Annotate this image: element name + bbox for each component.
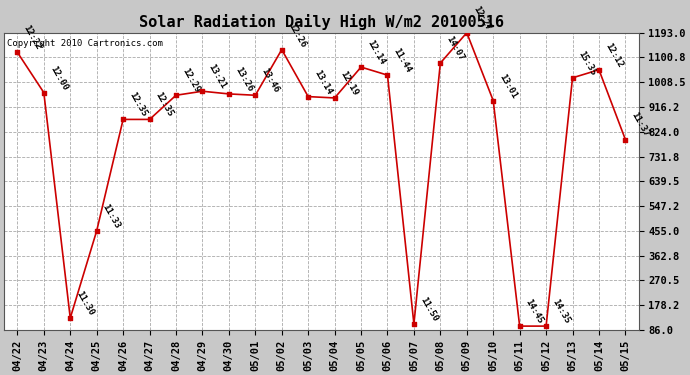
Point bbox=[91, 228, 102, 234]
Text: 11:33: 11:33 bbox=[101, 202, 122, 230]
Point bbox=[514, 323, 525, 329]
Text: 15:35: 15:35 bbox=[577, 49, 598, 77]
Text: 12:14: 12:14 bbox=[365, 39, 386, 66]
Text: Copyright 2010 Cartronics.com: Copyright 2010 Cartronics.com bbox=[8, 39, 164, 48]
Point bbox=[593, 67, 604, 73]
Point bbox=[170, 92, 181, 98]
Point bbox=[250, 92, 261, 98]
Point bbox=[567, 75, 578, 81]
Point bbox=[620, 136, 631, 142]
Point bbox=[382, 72, 393, 78]
Point bbox=[355, 64, 366, 70]
Text: 13:46: 13:46 bbox=[259, 67, 281, 94]
Point bbox=[144, 116, 155, 122]
Text: 11:30: 11:30 bbox=[75, 290, 96, 317]
Text: 14:07: 14:07 bbox=[444, 34, 466, 62]
Point bbox=[65, 315, 76, 321]
Text: 11:50: 11:50 bbox=[418, 296, 440, 323]
Point bbox=[435, 60, 446, 66]
Text: 12:35: 12:35 bbox=[127, 91, 148, 118]
Text: 12:35: 12:35 bbox=[154, 91, 175, 118]
Point bbox=[224, 91, 235, 97]
Point bbox=[540, 323, 551, 329]
Point bbox=[303, 94, 314, 100]
Text: 14:35: 14:35 bbox=[550, 297, 571, 326]
Text: 13:01: 13:01 bbox=[497, 72, 519, 100]
Text: 13:14: 13:14 bbox=[313, 68, 333, 96]
Text: 13:21: 13:21 bbox=[206, 63, 228, 90]
Text: 12:22: 12:22 bbox=[21, 24, 43, 51]
Text: 12:12: 12:12 bbox=[603, 41, 624, 69]
Point bbox=[488, 98, 499, 104]
Text: 11:44: 11:44 bbox=[392, 46, 413, 74]
Point bbox=[329, 95, 340, 101]
Point bbox=[39, 90, 50, 96]
Text: 12:19: 12:19 bbox=[339, 69, 360, 97]
Text: 11:37: 11:37 bbox=[629, 111, 651, 139]
Text: 12:27: 12:27 bbox=[471, 4, 492, 32]
Point bbox=[12, 50, 23, 55]
Title: Solar Radiation Daily High W/m2 20100516: Solar Radiation Daily High W/m2 20100516 bbox=[139, 14, 504, 30]
Point bbox=[117, 116, 128, 122]
Text: 12:29: 12:29 bbox=[180, 67, 201, 94]
Point bbox=[408, 321, 420, 327]
Text: 12:00: 12:00 bbox=[48, 64, 69, 92]
Point bbox=[197, 88, 208, 94]
Text: 14:45: 14:45 bbox=[524, 297, 545, 326]
Text: 12:26: 12:26 bbox=[286, 21, 307, 49]
Point bbox=[461, 30, 472, 36]
Point bbox=[276, 46, 287, 53]
Text: 13:26: 13:26 bbox=[233, 65, 254, 93]
